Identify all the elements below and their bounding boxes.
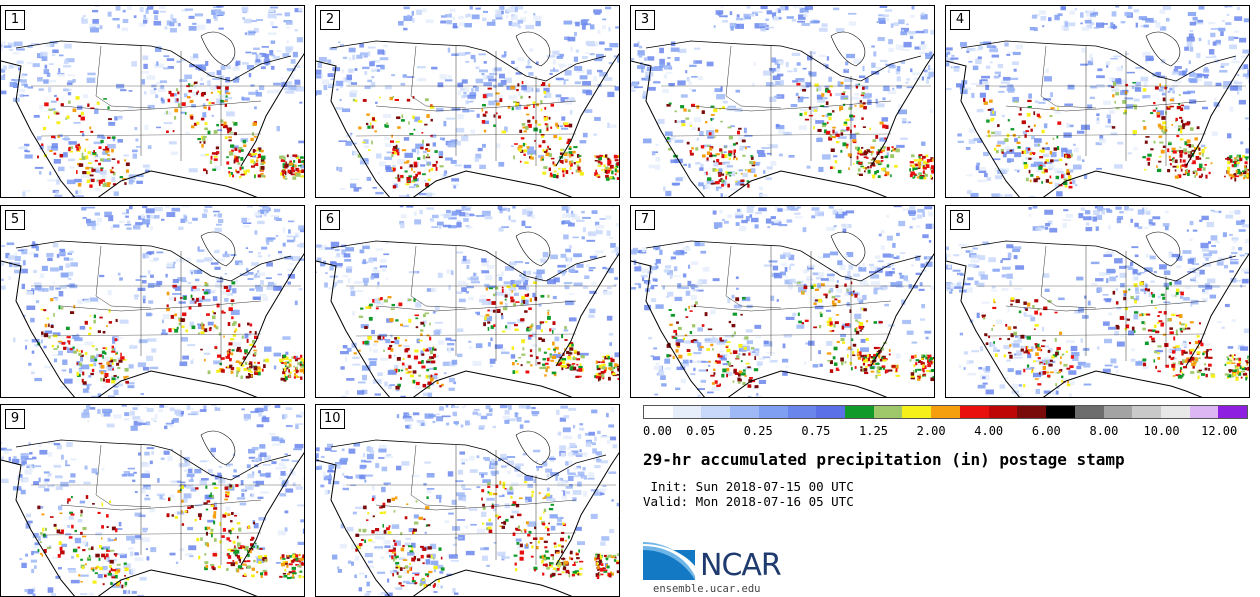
member-number: 10 (320, 409, 345, 429)
member-panel: 4 (945, 5, 1250, 198)
colorbar-swatch (758, 406, 788, 418)
colorbar-tick-label: 0.00 (643, 424, 672, 438)
colorbar-tick-label: 4.00 (974, 424, 1004, 438)
precip-map (631, 6, 934, 197)
colorbar-swatch (672, 406, 702, 418)
colorbar-swatch (1103, 406, 1133, 418)
colorbar-swatch (1074, 406, 1104, 418)
member-number: 3 (635, 10, 655, 30)
colorbar-swatch (988, 406, 1018, 418)
colorbar-tick-label: 10.00 (1143, 424, 1180, 438)
member-number: 2 (320, 10, 340, 30)
colorbar-tick-label: 6.00 (1031, 424, 1061, 438)
site-url: ensemble.ucar.edu (653, 583, 761, 595)
member-number: 9 (5, 409, 25, 429)
member-panel: 5 (0, 205, 305, 398)
colorbar-swatch (959, 406, 989, 418)
member-number: 4 (950, 10, 970, 30)
precip-map (946, 6, 1249, 197)
colorbar-tick-label: 1.25 (859, 424, 888, 438)
colorbar-swatch (1017, 406, 1047, 418)
colorbar-tick-label: 8.00 (1089, 424, 1119, 438)
colorbar-swatch (1218, 406, 1248, 418)
colorbar-tick-label: 12.00 (1201, 424, 1238, 438)
member-panel: 6 (315, 205, 620, 398)
member-panel: 7 (630, 205, 935, 398)
precip-map (1, 6, 304, 197)
colorbar-tick-label: 2.00 (916, 424, 946, 438)
member-number: 7 (635, 210, 655, 230)
precip-map (316, 6, 619, 197)
colorbar-swatch (1132, 406, 1161, 418)
colorbar-swatch (644, 406, 673, 418)
valid-time: Valid: Mon 2018-07-16 05 UTC (643, 494, 854, 509)
precip-map (631, 206, 934, 397)
colorbar-swatch (845, 406, 874, 418)
colorbar-swatch (730, 406, 759, 418)
precip-map (316, 206, 619, 397)
precip-colorbar (643, 405, 1248, 419)
precip-map (1, 405, 304, 596)
colorbar-swatch (787, 406, 817, 418)
colorbar-swatch (1046, 406, 1075, 418)
member-number: 8 (950, 210, 970, 230)
member-number: 6 (320, 210, 340, 230)
colorbar-swatch (873, 406, 903, 418)
member-panel: 9 (0, 404, 305, 597)
member-panel: 3 (630, 5, 935, 198)
colorbar-swatch (816, 406, 846, 418)
ncar-logo-text: NCAR (700, 548, 782, 583)
member-number: 1 (5, 10, 25, 30)
precip-map (946, 206, 1249, 397)
colorbar-swatch (1189, 406, 1219, 418)
member-panel: 8 (945, 205, 1250, 398)
precip-map (316, 405, 619, 596)
colorbar-swatch (701, 406, 731, 418)
colorbar-tick-label: 0.75 (801, 424, 831, 438)
member-number: 5 (5, 210, 25, 230)
member-panel: 1 (0, 5, 305, 198)
colorbar-swatch (1160, 406, 1190, 418)
colorbar-tick-label: 0.25 (743, 424, 773, 438)
colorbar-tick-label: 0.05 (686, 424, 716, 438)
init-time: Init: Sun 2018-07-15 00 UTC (643, 479, 854, 494)
precip-map (1, 206, 304, 397)
colorbar-swatch (931, 406, 960, 418)
member-panel: 10 (315, 404, 620, 597)
ncar-logo-icon (643, 542, 695, 580)
chart-title: 29-hr accumulated precipitation (in) pos… (643, 450, 1125, 469)
member-panel: 2 (315, 5, 620, 198)
colorbar-swatch (902, 406, 932, 418)
